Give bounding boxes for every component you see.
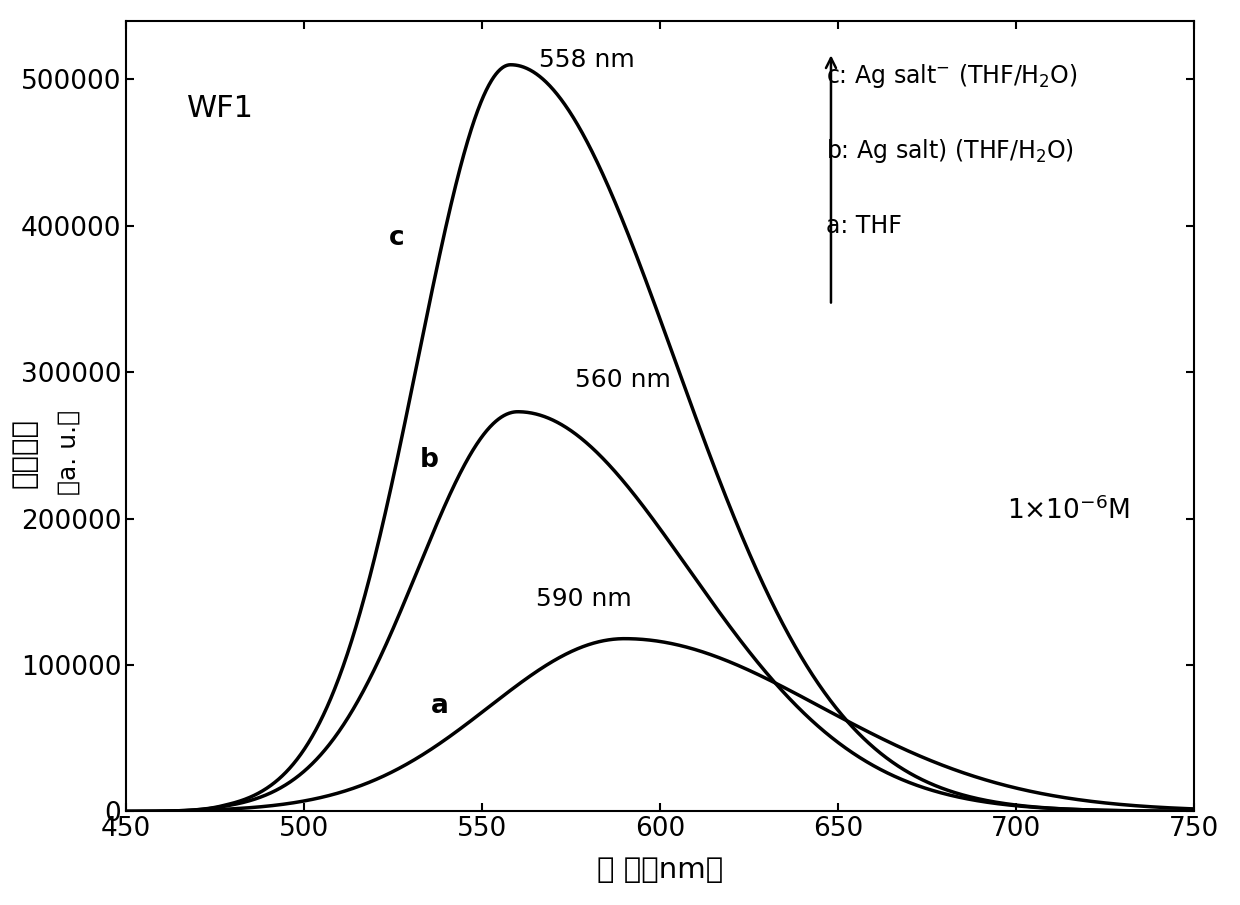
Text: c: Ag salt$^{-}$ (THF/H$_{2}$O): c: Ag salt$^{-}$ (THF/H$_{2}$O): [826, 62, 1078, 90]
Text: 1×10$^{-6}$M: 1×10$^{-6}$M: [1007, 497, 1130, 525]
Text: a: a: [430, 693, 449, 719]
Text: b: Ag salt) (THF/H$_{2}$O): b: Ag salt) (THF/H$_{2}$O): [826, 138, 1074, 166]
Text: 590 nm: 590 nm: [536, 587, 631, 611]
Text: a: THF: a: THF: [826, 214, 901, 238]
Text: （a. u.）: （a. u.）: [56, 410, 81, 495]
Text: c: c: [389, 224, 404, 251]
Text: 荧光强度: 荧光强度: [11, 417, 38, 488]
Text: WF1: WF1: [187, 94, 254, 123]
Text: b: b: [419, 447, 438, 473]
Text: 558 nm: 558 nm: [539, 48, 635, 72]
Text: 560 nm: 560 nm: [574, 367, 671, 392]
X-axis label: 波 长（nm）: 波 长（nm）: [596, 856, 723, 884]
